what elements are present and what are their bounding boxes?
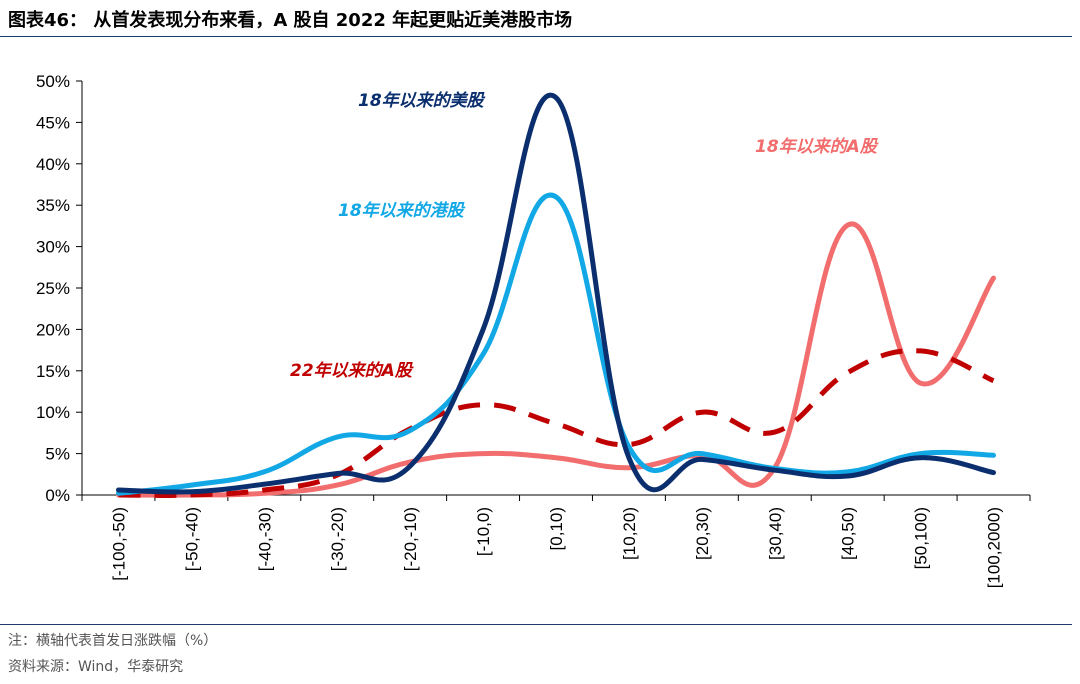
top-rule (0, 36, 1072, 37)
chart-axes (81, 81, 1030, 496)
y-tick-label: 25% (36, 279, 70, 298)
axis-note: 注：横轴代表首发日涨跌幅（%） (8, 633, 218, 649)
x-tick-label: [-100,-50) (109, 507, 128, 581)
series-line-3 (116, 221, 996, 498)
x-tick-label: [30,40) (766, 507, 785, 560)
series-line-1 (116, 92, 996, 495)
y-tick-label: 20% (36, 320, 70, 339)
x-tick-label: [-20,-10) (401, 507, 420, 571)
bottom-rule (0, 624, 1072, 625)
series-line-4 (118, 348, 995, 498)
x-tick-label: [20,30) (693, 507, 712, 560)
x-tick-label: [40,50) (839, 507, 858, 560)
y-tick-label: 5% (45, 445, 70, 464)
y-tick-label: 40% (36, 155, 70, 174)
x-tick-label: [-10,0) (474, 507, 493, 556)
x-tick-label: [0,10) (547, 507, 566, 550)
x-tick-label: [50,100) (912, 507, 931, 569)
y-axis-ticks: 0% 5% 10% 15% 20% 25% 30% 35% 40% 45% 50% (36, 72, 82, 505)
line-chart: 0% 5% 10% 15% 20% 25% 30% 35% 40% 45% 50% [-100,-5… (36, 72, 1031, 588)
source-text: 资料来源：Wind，华泰研究 (8, 659, 184, 675)
series-line-2 (116, 192, 996, 496)
y-tick-label: 50% (36, 72, 70, 91)
figure-title: 图表46： 从首发表现分布来看，A 股自 2022 年起更贴近美港股市场 (8, 10, 573, 31)
x-tick-label: [100,2000) (985, 507, 1004, 588)
series-lines (116, 92, 996, 498)
y-tick-label: 10% (36, 403, 70, 422)
y-tick-label: 45% (36, 113, 70, 132)
series-annotations: 18年以来的美股 18年以来的港股 18年以来的A股 22年以来的A股 (290, 91, 879, 381)
y-tick-label: 15% (36, 362, 70, 381)
x-tick-label: [10,20) (620, 507, 639, 560)
series-label-3: 18年以来的A股 (755, 137, 879, 157)
series-label-2: 18年以来的港股 (338, 201, 466, 221)
x-axis-ticks: [-100,-50) [-50,-40) [-40,-30) [-30,-20) [-2… (81, 495, 1031, 588)
x-tick-label: [-50,-40) (182, 507, 201, 571)
x-tick-label: [-30,-20) (328, 507, 347, 571)
y-tick-label: 30% (36, 238, 70, 257)
series-label-4: 22年以来的A股 (290, 361, 414, 381)
x-tick-label: [-40,-30) (255, 507, 274, 571)
y-tick-label: 0% (45, 486, 70, 505)
y-tick-label: 35% (36, 196, 70, 215)
series-label-1: 18年以来的美股 (358, 91, 486, 111)
